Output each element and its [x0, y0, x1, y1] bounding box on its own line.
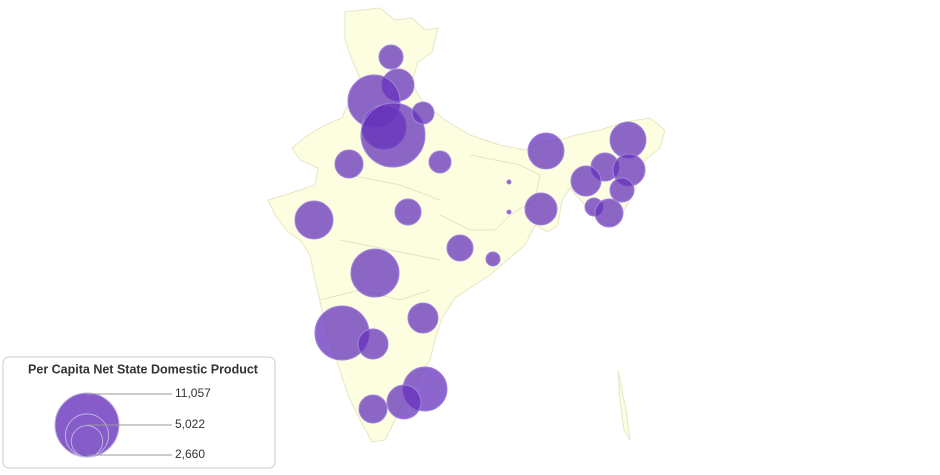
bubble: [357, 328, 389, 360]
bubble: [428, 150, 452, 174]
bubble: [506, 179, 512, 185]
bubble: [609, 121, 647, 159]
bubble: [446, 234, 474, 262]
bubble: [506, 209, 512, 215]
bubble: [378, 44, 404, 70]
legend-label: 11,057: [175, 386, 211, 400]
bubble: [386, 384, 422, 420]
legend-title: Per Capita Net State Domestic Product: [28, 362, 259, 376]
legend-label: 5,022: [175, 417, 205, 431]
bubble: [350, 248, 400, 298]
bubble: [394, 198, 422, 226]
legend-label: 2,660: [175, 447, 205, 461]
bubble: [594, 198, 624, 228]
bubble: [524, 192, 558, 226]
bubble: [294, 200, 334, 240]
bubble: [411, 101, 435, 125]
bubble: [407, 302, 439, 334]
bubble: [609, 177, 635, 203]
bubble-layer: [294, 44, 647, 424]
bubble: [334, 149, 364, 179]
legend: Per Capita Net State Domestic Product 11…: [2, 356, 276, 469]
legend-items: 11,057 5,022 2,660: [54, 386, 211, 461]
legend-bubble: [70, 425, 104, 458]
bubble: [485, 251, 501, 267]
bubble: [358, 394, 388, 424]
bubble: [360, 102, 426, 168]
bubble: [527, 132, 565, 170]
bubble: [570, 165, 602, 197]
